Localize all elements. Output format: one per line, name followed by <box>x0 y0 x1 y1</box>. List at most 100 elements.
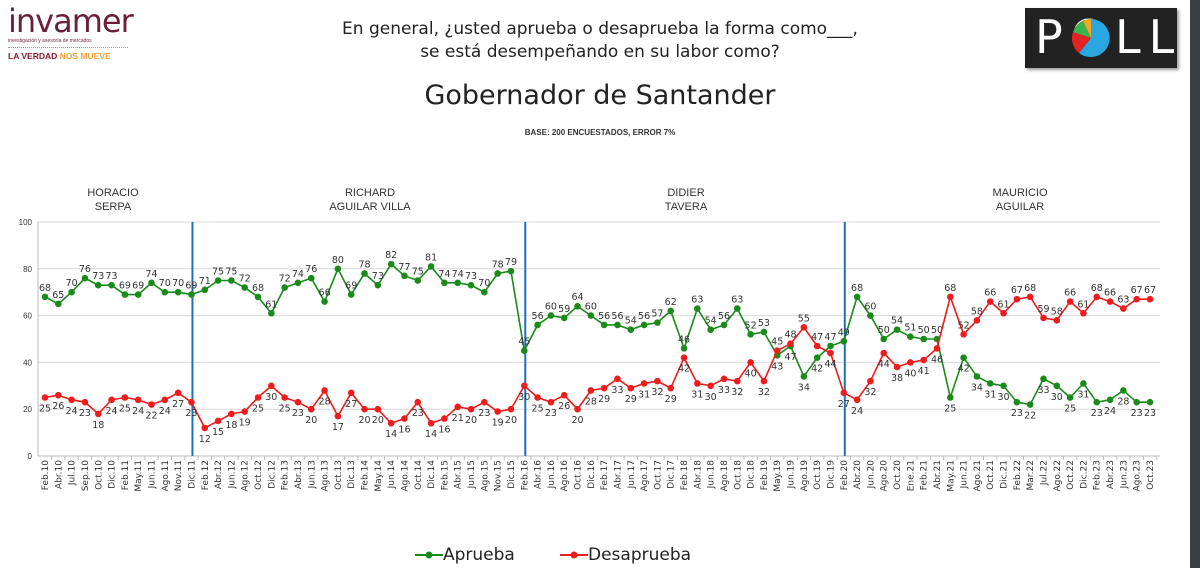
data-point <box>547 398 555 406</box>
data-point <box>467 405 475 413</box>
scrollbar[interactable] <box>1190 0 1200 568</box>
data-label: 34 <box>798 382 810 393</box>
x-tick-label: Oct.23 <box>1146 460 1156 490</box>
data-label: 31 <box>984 389 996 400</box>
data-point <box>81 398 89 406</box>
data-label: 80 <box>332 255 344 266</box>
data-point <box>733 377 741 385</box>
data-point <box>853 293 861 301</box>
data-label: 33 <box>718 385 730 396</box>
x-tick-label: Ene.21 <box>906 460 916 491</box>
data-label: 21 <box>452 413 464 424</box>
data-point <box>321 298 328 305</box>
data-point <box>520 347 528 355</box>
data-label: 27 <box>172 399 184 410</box>
data-point <box>680 354 688 362</box>
data-point <box>880 349 888 357</box>
x-tick-label: Dic.13 <box>347 460 357 489</box>
data-label: 54 <box>625 316 637 327</box>
data-point <box>454 279 462 287</box>
data-point <box>121 291 129 298</box>
data-point <box>254 293 262 301</box>
data-point <box>214 277 222 284</box>
data-point <box>347 389 355 397</box>
data-label: 58 <box>971 306 983 317</box>
x-tick-label: Abr.13 <box>294 460 304 489</box>
data-label: 64 <box>571 292 583 303</box>
data-label: 70 <box>159 278 171 289</box>
x-tick-label: May.21 <box>946 460 956 492</box>
data-label: 42 <box>811 364 823 375</box>
data-point <box>268 309 275 317</box>
cand-surname: SERPA <box>94 201 132 213</box>
data-point <box>813 354 821 362</box>
data-point <box>374 281 382 289</box>
cand-surname: AGUILAR <box>995 201 1045 213</box>
data-label: 26 <box>558 401 570 412</box>
x-tick-label: Feb.10 <box>41 460 51 491</box>
data-point <box>201 424 209 432</box>
data-label: 61 <box>265 299 277 310</box>
data-point <box>587 387 595 394</box>
x-tick-label: Dic.15 <box>507 460 517 489</box>
slogan-b: NOS MUEVE <box>59 51 111 61</box>
data-label: 25 <box>39 404 51 415</box>
data-label: 24 <box>851 406 863 417</box>
x-tick-label: Jul.22 <box>1039 460 1049 486</box>
data-point <box>414 277 422 284</box>
x-tick-label: Abr.12 <box>214 460 224 489</box>
data-point <box>1013 295 1021 303</box>
data-point <box>893 326 901 333</box>
data-label: 23 <box>1131 408 1143 419</box>
data-point <box>188 398 195 406</box>
x-tick-label: Feb.17 <box>600 460 610 490</box>
data-label: 76 <box>79 264 91 275</box>
data-label: 23 <box>1091 408 1103 419</box>
y-tick-label: 100 <box>19 218 33 227</box>
x-tick-label: Dic.10 <box>108 460 118 489</box>
survey-question: En general, ¿usted aprueba o desaprueba … <box>300 18 900 64</box>
data-label: 23 <box>185 408 197 419</box>
data-point <box>1146 398 1154 406</box>
data-point <box>694 305 701 312</box>
data-label: 55 <box>798 313 810 324</box>
data-label: 63 <box>691 295 703 306</box>
x-tick-label: Oct.10 <box>94 460 104 490</box>
data-label: 56 <box>638 311 650 322</box>
data-label: 68 <box>39 283 51 294</box>
data-point <box>654 377 661 385</box>
data-label: 66 <box>984 288 996 299</box>
y-tick-label: 0 <box>28 452 33 461</box>
data-point <box>94 410 102 418</box>
data-label: 29 <box>625 394 637 405</box>
data-point <box>334 412 342 420</box>
data-label: 14 <box>425 429 437 440</box>
data-point <box>627 326 635 333</box>
x-tick-label: Feb.16 <box>520 460 530 491</box>
data-label: 27 <box>345 399 357 410</box>
data-label: 66 <box>1104 288 1116 299</box>
data-label: 20 <box>505 415 517 426</box>
data-label: 12 <box>199 434 211 445</box>
data-point <box>534 321 541 329</box>
data-point <box>747 359 754 366</box>
data-label: 17 <box>332 422 344 433</box>
x-tick-label: Feb.18 <box>680 460 690 491</box>
data-label: 22 <box>145 411 157 422</box>
x-tick-label: Jun.12 <box>227 460 237 489</box>
x-tick-label: Abr.21 <box>933 460 943 489</box>
data-label: 68 <box>944 283 956 294</box>
data-label: 44 <box>824 359 836 370</box>
data-label: 57 <box>651 309 663 320</box>
data-label: 30 <box>518 392 530 403</box>
x-tick-label: Feb.20 <box>840 460 850 491</box>
data-point <box>827 342 834 350</box>
data-point <box>760 377 768 385</box>
data-label: 32 <box>651 387 663 398</box>
data-label: 56 <box>718 311 730 322</box>
data-label: 54 <box>891 316 903 327</box>
data-label: 75 <box>412 267 424 278</box>
x-tick-label: Ago.13 <box>321 460 331 492</box>
x-tick-label: Sep.10 <box>81 460 91 492</box>
question-line-1: En general, ¿usted aprueba o desaprueba … <box>342 19 858 39</box>
